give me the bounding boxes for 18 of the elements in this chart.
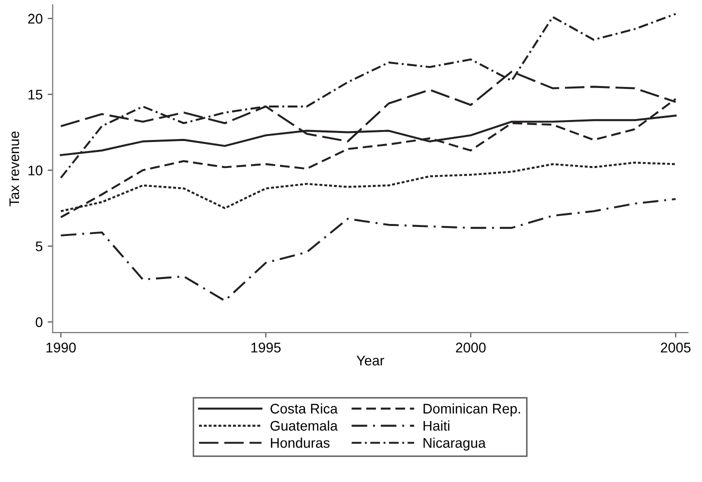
- legend-label: Costa Rica: [270, 403, 338, 414]
- line-series: [60, 198, 677, 302]
- legend-label: Haiti: [424, 420, 450, 431]
- x-axis-title: Year: [356, 356, 384, 366]
- y-tick-label: 20: [28, 14, 42, 24]
- y-tick-label: 15: [28, 90, 42, 100]
- x-tick-label: 1990: [46, 342, 76, 353]
- y-tick-label: 0: [36, 317, 42, 328]
- x-tick-label: 2000: [456, 342, 486, 353]
- legend-label: Nicaragua: [424, 438, 486, 451]
- y-axis-title: Tax revenue: [9, 131, 20, 206]
- legend-label: Guatemala: [270, 420, 338, 431]
- legend-label: Honduras: [270, 438, 330, 448]
- x-tick-label: 1995: [251, 342, 281, 353]
- y-tick-label: 5: [36, 242, 42, 252]
- x-tick-label: 2005: [660, 342, 691, 353]
- legend-label: Dominican Rep.: [424, 403, 520, 416]
- y-tick-label: 10: [28, 166, 42, 176]
